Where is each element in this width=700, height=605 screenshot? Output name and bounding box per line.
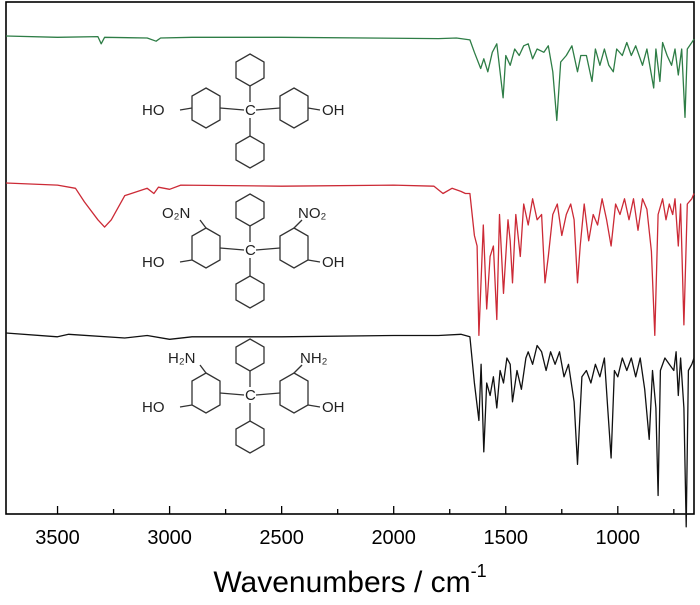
bond [307,259,321,263]
x-tick-label: 3000 [147,527,192,549]
ring-bottom [235,135,265,169]
x-axis: 3500 3000 2500 2000 1500 1000 [35,506,675,549]
plot-frame [5,1,695,515]
right-amino: NH₂ [300,350,328,367]
ring-top [235,193,265,227]
ring-top [235,338,265,372]
spectrum-line-3 [5,332,695,528]
left-hydroxyl: HO [142,254,165,271]
ring-top [235,53,265,87]
bond [199,364,207,374]
ring-right [279,227,309,269]
left-nitro: O₂N [162,205,190,222]
center-carbon: C [245,242,256,259]
ring-left [191,372,221,414]
left-amino: H₂N [168,350,196,367]
x-axis-title-text: Wavenumbers / cm [213,566,471,599]
bond [255,247,281,251]
x-tick-label: 2500 [259,527,304,549]
ring-bottom [235,275,265,309]
bond [219,392,245,396]
ring-left [191,87,221,129]
bond [307,404,321,408]
ring-left [191,227,221,269]
bond [255,107,281,111]
right-hydroxyl: OH [322,254,345,271]
right-nitro: NO₂ [298,205,327,222]
x-axis-title: Wavenumbers / cm-1 [0,561,700,600]
spectrum-line-1 [5,35,695,122]
ring-right [279,372,309,414]
x-tick-label: 2000 [371,527,416,549]
left-hydroxyl: HO [142,102,165,119]
molecule-diamino-structure: C HO OH H₂N NH₂ [142,338,345,454]
ring-right [279,87,309,129]
bond [199,219,207,229]
bond [307,107,321,111]
x-tick-label: 1500 [484,527,529,549]
bond [179,404,193,408]
right-hydroxyl: OH [322,102,345,119]
spectrum-line-2 [5,182,695,336]
bond [255,392,281,396]
left-hydroxyl: HO [142,399,165,416]
bond [219,107,245,111]
bond [179,259,193,263]
ring-bottom [235,420,265,454]
center-carbon: C [245,102,256,119]
spectra-traces [5,35,695,528]
bond [219,247,245,251]
bond [293,219,303,229]
x-axis-title-superscript: -1 [470,561,487,581]
bond [179,107,193,111]
x-tick-label: 3500 [35,527,80,549]
molecule-dinitro-structure: C HO OH O₂N NO₂ [142,193,345,309]
center-carbon: C [245,387,256,404]
right-hydroxyl: OH [322,399,345,416]
molecule-diol-structure: C HO OH [142,53,345,169]
x-tick-label: 1000 [596,527,641,549]
bond [293,364,303,374]
